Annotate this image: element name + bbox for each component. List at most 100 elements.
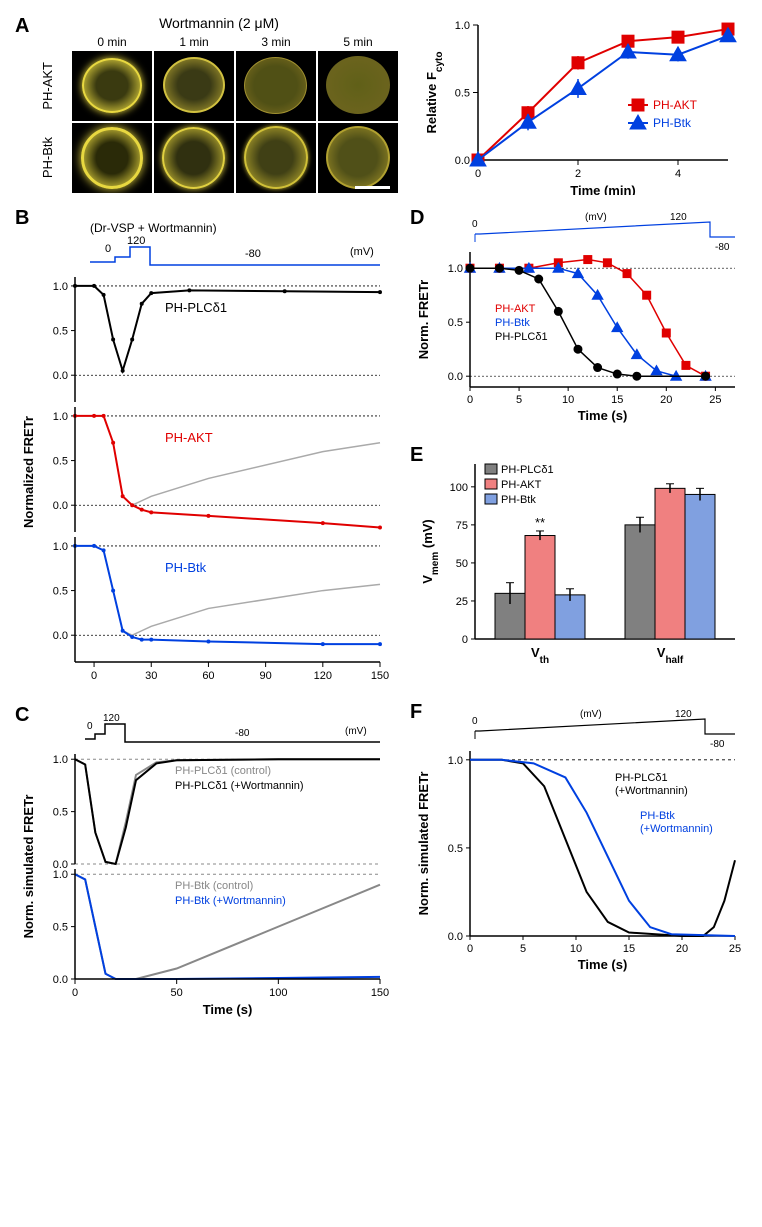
svg-text:PH-Btk: PH-Btk xyxy=(653,116,692,130)
time-3: 5 min xyxy=(318,35,398,49)
svg-text:50: 50 xyxy=(171,987,183,999)
svg-text:-80: -80 xyxy=(715,242,730,253)
svg-text:0.0: 0.0 xyxy=(448,931,463,943)
time-2: 3 min xyxy=(236,35,316,49)
svg-text:PH-Btk: PH-Btk xyxy=(640,810,675,822)
svg-text:(+Wortmannin): (+Wortmannin) xyxy=(615,785,688,797)
svg-text:0.0: 0.0 xyxy=(53,974,68,986)
svg-text:1.0: 1.0 xyxy=(53,411,68,423)
svg-text:0.5: 0.5 xyxy=(448,843,463,855)
svg-text:5: 5 xyxy=(520,943,526,955)
cell-btk-3 xyxy=(236,123,316,193)
svg-text:0.0: 0.0 xyxy=(53,500,68,512)
microscopy-table: 0 min 1 min 3 min 5 min PH-AKT PH-Btk xyxy=(40,35,398,193)
svg-text:0: 0 xyxy=(72,987,78,999)
svg-text:4: 4 xyxy=(675,168,681,180)
time-1: 1 min xyxy=(154,35,234,49)
svg-text:-80: -80 xyxy=(710,739,725,750)
svg-text:PH-AKT: PH-AKT xyxy=(495,303,536,315)
cell-akt-3 xyxy=(236,51,316,121)
microscopy-grid: Wortmannin (2 μM) 0 min 1 min 3 min 5 mi… xyxy=(40,15,398,195)
svg-text:0: 0 xyxy=(472,219,478,230)
svg-text:1.0: 1.0 xyxy=(448,755,463,767)
panel-E: E 0255075100Vmem (mV)**VthVhalfPH-PLCδ1P… xyxy=(410,444,750,689)
svg-text:0: 0 xyxy=(475,168,481,180)
svg-text:25: 25 xyxy=(709,394,721,406)
svg-text:10: 10 xyxy=(570,943,582,955)
svg-text:(mV): (mV) xyxy=(350,246,374,258)
svg-text:25: 25 xyxy=(456,596,468,608)
svg-text:1.0: 1.0 xyxy=(53,869,68,881)
svg-text:PH-Btk: PH-Btk xyxy=(495,317,530,329)
svg-text:Time (s): Time (s) xyxy=(203,1002,253,1017)
panel-E-label: E xyxy=(410,444,423,467)
svg-text:Relative Fcyto: Relative Fcyto xyxy=(424,52,445,134)
panel-D: D 0(mV)120-8005101520250.00.51.0Time (s)… xyxy=(410,207,750,432)
svg-text:1.0: 1.0 xyxy=(448,263,463,275)
svg-text:120: 120 xyxy=(103,713,120,724)
svg-text:15: 15 xyxy=(623,943,635,955)
svg-text:PH-Btk (+Wortmannin): PH-Btk (+Wortmannin) xyxy=(175,895,286,907)
panelE-chart: 0255075100Vmem (mV)**VthVhalfPH-PLCδ1PH-… xyxy=(410,444,750,684)
svg-text:120: 120 xyxy=(670,212,687,223)
svg-text:(Dr-VSP + Wortmannin): (Dr-VSP + Wortmannin) xyxy=(90,221,217,235)
panel-A: A Wortmannin (2 μM) 0 min 1 min 3 min 5 … xyxy=(15,15,747,195)
svg-text:PH-PLCδ1 (+Wortmannin): PH-PLCδ1 (+Wortmannin) xyxy=(175,780,304,792)
svg-text:Time (s): Time (s) xyxy=(578,957,628,972)
svg-text:120: 120 xyxy=(314,670,332,682)
svg-text:5: 5 xyxy=(516,394,522,406)
svg-text:(mV): (mV) xyxy=(585,212,607,223)
svg-text:0: 0 xyxy=(105,243,111,255)
svg-text:-80: -80 xyxy=(245,248,261,260)
svg-text:**: ** xyxy=(535,515,545,530)
svg-text:0.0: 0.0 xyxy=(448,371,463,383)
svg-text:0.5: 0.5 xyxy=(455,88,470,100)
svg-text:PH-PLCδ1: PH-PLCδ1 xyxy=(165,300,227,315)
svg-text:15: 15 xyxy=(611,394,623,406)
svg-text:PH-PLCδ1 (control): PH-PLCδ1 (control) xyxy=(175,765,271,777)
cell-akt-1 xyxy=(154,51,234,121)
svg-text:0.0: 0.0 xyxy=(53,630,68,642)
svg-text:0.5: 0.5 xyxy=(53,586,68,598)
cell-akt-5 xyxy=(318,51,398,121)
svg-text:2: 2 xyxy=(575,168,581,180)
svg-text:(mV): (mV) xyxy=(345,726,367,737)
svg-text:PH-PLCδ1: PH-PLCδ1 xyxy=(501,464,554,476)
svg-text:60: 60 xyxy=(202,670,214,682)
panel-A-label: A xyxy=(15,15,29,38)
svg-text:Vth: Vth xyxy=(531,645,549,666)
svg-text:30: 30 xyxy=(145,670,157,682)
row-label-akt: PH-AKT xyxy=(40,62,70,110)
svg-text:0: 0 xyxy=(467,943,473,955)
cell-akt-0 xyxy=(72,51,152,121)
svg-text:Norm. simulated FRETr: Norm. simulated FRETr xyxy=(21,795,36,939)
time-0: 0 min xyxy=(72,35,152,49)
svg-text:150: 150 xyxy=(371,670,389,682)
svg-text:0: 0 xyxy=(87,721,93,732)
panel-D-label: D xyxy=(410,207,424,230)
svg-text:PH-PLCδ1: PH-PLCδ1 xyxy=(495,331,548,343)
panelD-chart: 0(mV)120-8005101520250.00.51.0Time (s)No… xyxy=(410,207,750,427)
svg-text:0.5: 0.5 xyxy=(448,317,463,329)
svg-text:Time (s): Time (s) xyxy=(203,685,253,687)
svg-text:PH-AKT: PH-AKT xyxy=(165,430,213,445)
svg-text:75: 75 xyxy=(456,520,468,532)
cell-btk-1 xyxy=(154,123,234,193)
svg-text:Time (s): Time (s) xyxy=(578,408,628,423)
cell-btk-5 xyxy=(318,123,398,193)
svg-text:10: 10 xyxy=(562,394,574,406)
panelA-chart: 0240.00.51.0Time (min)Relative FcytoPH-A… xyxy=(418,15,738,195)
panel-F: F 0(mV)120-8005101520250.00.51.0Time (s)… xyxy=(410,701,750,986)
svg-text:1.0: 1.0 xyxy=(455,20,470,32)
svg-text:0.5: 0.5 xyxy=(53,326,68,338)
panel-C: C 0120-80(mV)0.00.51.0PH-PLCδ1 (control)… xyxy=(15,704,395,1039)
svg-text:0: 0 xyxy=(467,394,473,406)
svg-text:PH-Btk: PH-Btk xyxy=(165,560,207,575)
svg-text:0: 0 xyxy=(472,716,478,727)
panel-B: B (Dr-VSP + Wortmannin)0120-80(mV)0.00.5… xyxy=(15,207,395,692)
svg-text:PH-PLCδ1: PH-PLCδ1 xyxy=(615,772,668,784)
cell-btk-0 xyxy=(72,123,152,193)
svg-text:20: 20 xyxy=(676,943,688,955)
svg-text:Norm. FRETr: Norm. FRETr xyxy=(416,280,431,359)
svg-text:1.0: 1.0 xyxy=(53,281,68,293)
